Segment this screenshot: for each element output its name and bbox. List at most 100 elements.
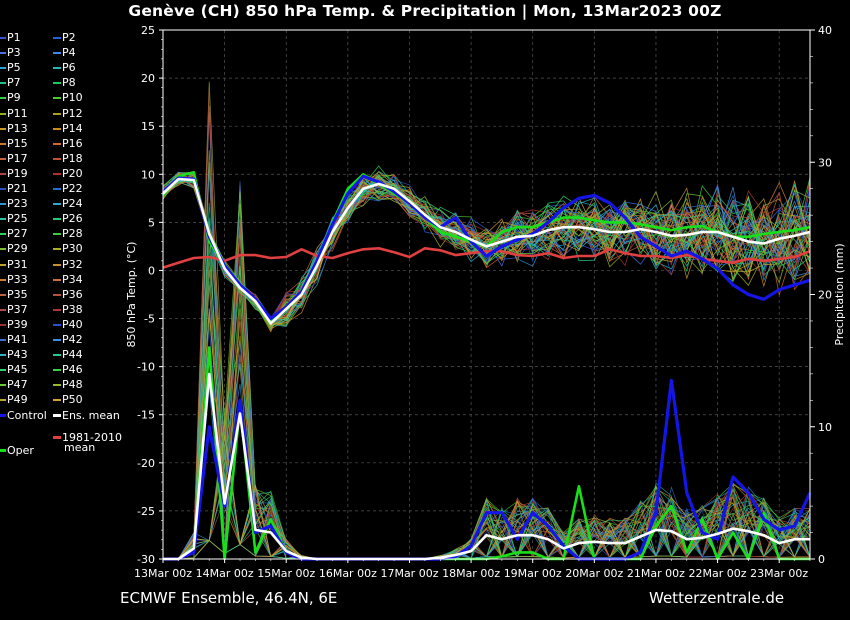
member-precip-line-p33 [163,384,811,560]
member-temp-line-p38 [162,173,811,329]
y-tick-label: 10 [141,168,155,181]
x-tick-label: 23Mar 00z [750,567,808,580]
legend-item-p29: P29 [0,242,28,256]
y2-tick-label: 0 [818,553,825,566]
y-tick-label: -10 [137,361,155,374]
legend-label: P31 [7,257,28,271]
legend-item-p13: P13 [0,122,28,136]
legend-swatch [53,308,61,311]
member-precip-line-p30 [163,81,810,560]
x-tick-label: 16Mar 00z [319,567,377,580]
control-temp-line [161,174,811,321]
legend-swatch [53,263,61,266]
legend-swatch [53,37,61,39]
legend-swatch [0,97,6,100]
legend-label: 1981-2010 [62,430,122,444]
y-tick-label: 5 [148,216,155,229]
legend-swatch [0,414,6,417]
legend-swatch [0,112,6,115]
legend-label: P24 [62,197,83,211]
ensemble-members [162,81,811,560]
legend-swatch [0,82,6,85]
y-axis-label: 850 hPa Temp. (°C) [125,242,138,348]
member-precip-line-p25 [163,384,811,560]
legend-label: Oper [7,443,34,457]
legend-swatch [53,218,61,221]
legend-swatch [0,172,6,175]
legend-swatch [0,399,6,402]
legend-item-p48: P48 [53,378,83,392]
legend-label: P34 [62,272,83,286]
legend-item-p36: P36 [53,288,83,302]
legend-label: P25 [7,212,28,226]
legend-item-p33: P33 [0,273,28,287]
legend-item-p49: P49 [0,393,28,407]
legend-item-p20: P20 [53,167,83,181]
legend-label: Control [7,408,47,422]
legend-label: P21 [7,182,28,195]
legend-item-control: Control [0,409,47,423]
legend-swatch [0,369,6,372]
y-tick-label: -5 [144,313,155,326]
legend-label: P36 [62,287,83,301]
legend-item-p46: P46 [53,363,83,377]
chart-title: Genève (CH) 850 hPa Temp. & Precipitatio… [128,2,722,20]
legend-swatch [53,67,61,70]
y-tick-label: -30 [137,553,155,566]
member-temp-line-p47 [162,177,811,328]
legend-swatch [0,248,6,251]
legend-swatch [53,339,61,341]
legend-swatch [0,354,6,357]
legend-swatch [0,308,6,311]
y2-tick-label: 20 [818,289,832,302]
legend-item-p25: P25 [0,212,28,226]
legend-swatch [53,127,61,130]
legend-item-p7: P7 [0,76,21,90]
legend-item-p18: P18 [53,152,83,166]
legend-swatch [53,436,61,439]
legend-item-p22: P22 [53,182,83,196]
legend-swatch [0,323,6,326]
legend-item-p5: P5 [0,61,21,75]
legend-label: P32 [62,257,83,271]
x-tick-label: 21Mar 00z [627,567,685,580]
legend-label: P28 [62,227,83,241]
legend-swatch [53,293,61,296]
member-temp-line-p49 [162,173,811,326]
legend-swatch [53,399,61,402]
legend-swatch [53,233,61,236]
legend-swatch [53,157,61,160]
legend-item-p37: P37 [0,303,28,317]
legend-item-p15: P15 [0,137,28,151]
legend-item-p43: P43 [0,348,28,362]
legend-label: P43 [7,348,28,362]
plot-frame [162,29,811,560]
legend-label: P6 [62,61,76,75]
legend-item-p26: P26 [53,212,83,226]
legend: P1 P2 P3 P4 P5 P6 P7 P8 P9 P10 P11 P12 P13 P14 P15 P16 P… [0,31,135,471]
y-tick-label: 20 [141,72,155,85]
legend-item-p41: P41 [0,333,28,347]
legend-swatch [0,293,6,296]
legend-item-p3: P3 [0,46,21,60]
legend-label: P11 [7,106,28,120]
legend-swatch [0,233,6,236]
member-precip-line-p42 [163,384,811,560]
legend-item-p2: P2 [53,31,76,45]
ens-mean-precip-line [163,372,810,561]
legend-item-p1: P1 [0,31,21,45]
legend-label: P49 [7,393,28,407]
legend-item-p27: P27 [0,227,28,241]
axes: 25 20 15 10 5 0 -5 -10 -15 -20 -25 -30 40 30 20 10 0 13Ma… [125,24,846,585]
legend-label: P9 [7,91,21,105]
legend-swatch [0,384,6,387]
legend-label: P37 [7,302,28,316]
y-tick-label: -25 [137,505,155,518]
legend-swatch [0,218,6,221]
legend-label: P3 [7,46,21,60]
legend-label: Ens. mean [62,408,120,422]
legend-item-p50: P50 [53,393,83,407]
legend-label: P39 [7,317,28,331]
legend-item-oper: Oper [0,444,34,458]
legend-item-p8: P8 [53,76,76,90]
